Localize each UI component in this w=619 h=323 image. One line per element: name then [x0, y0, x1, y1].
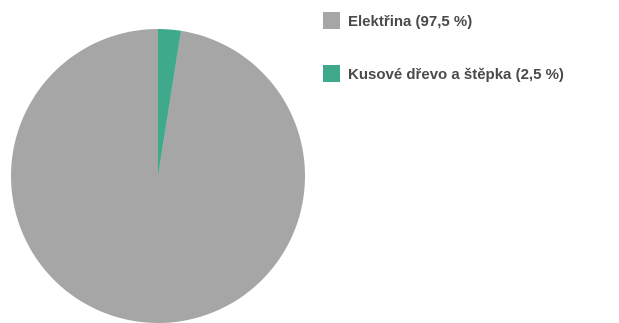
legend-swatch-2	[323, 65, 340, 82]
legend-label-1: Elektřina (97,5 %)	[348, 13, 472, 30]
pie-slice-1	[11, 29, 306, 323]
legend: Elektřina (97,5 %) Kusové dřevo a štěpka …	[323, 12, 564, 83]
pie-slices	[11, 29, 306, 323]
pie-slice-2	[158, 29, 181, 176]
legend-swatch-1	[323, 12, 340, 29]
legend-label-2: Kusové dřevo a štěpka (2,5 %)	[348, 66, 564, 83]
